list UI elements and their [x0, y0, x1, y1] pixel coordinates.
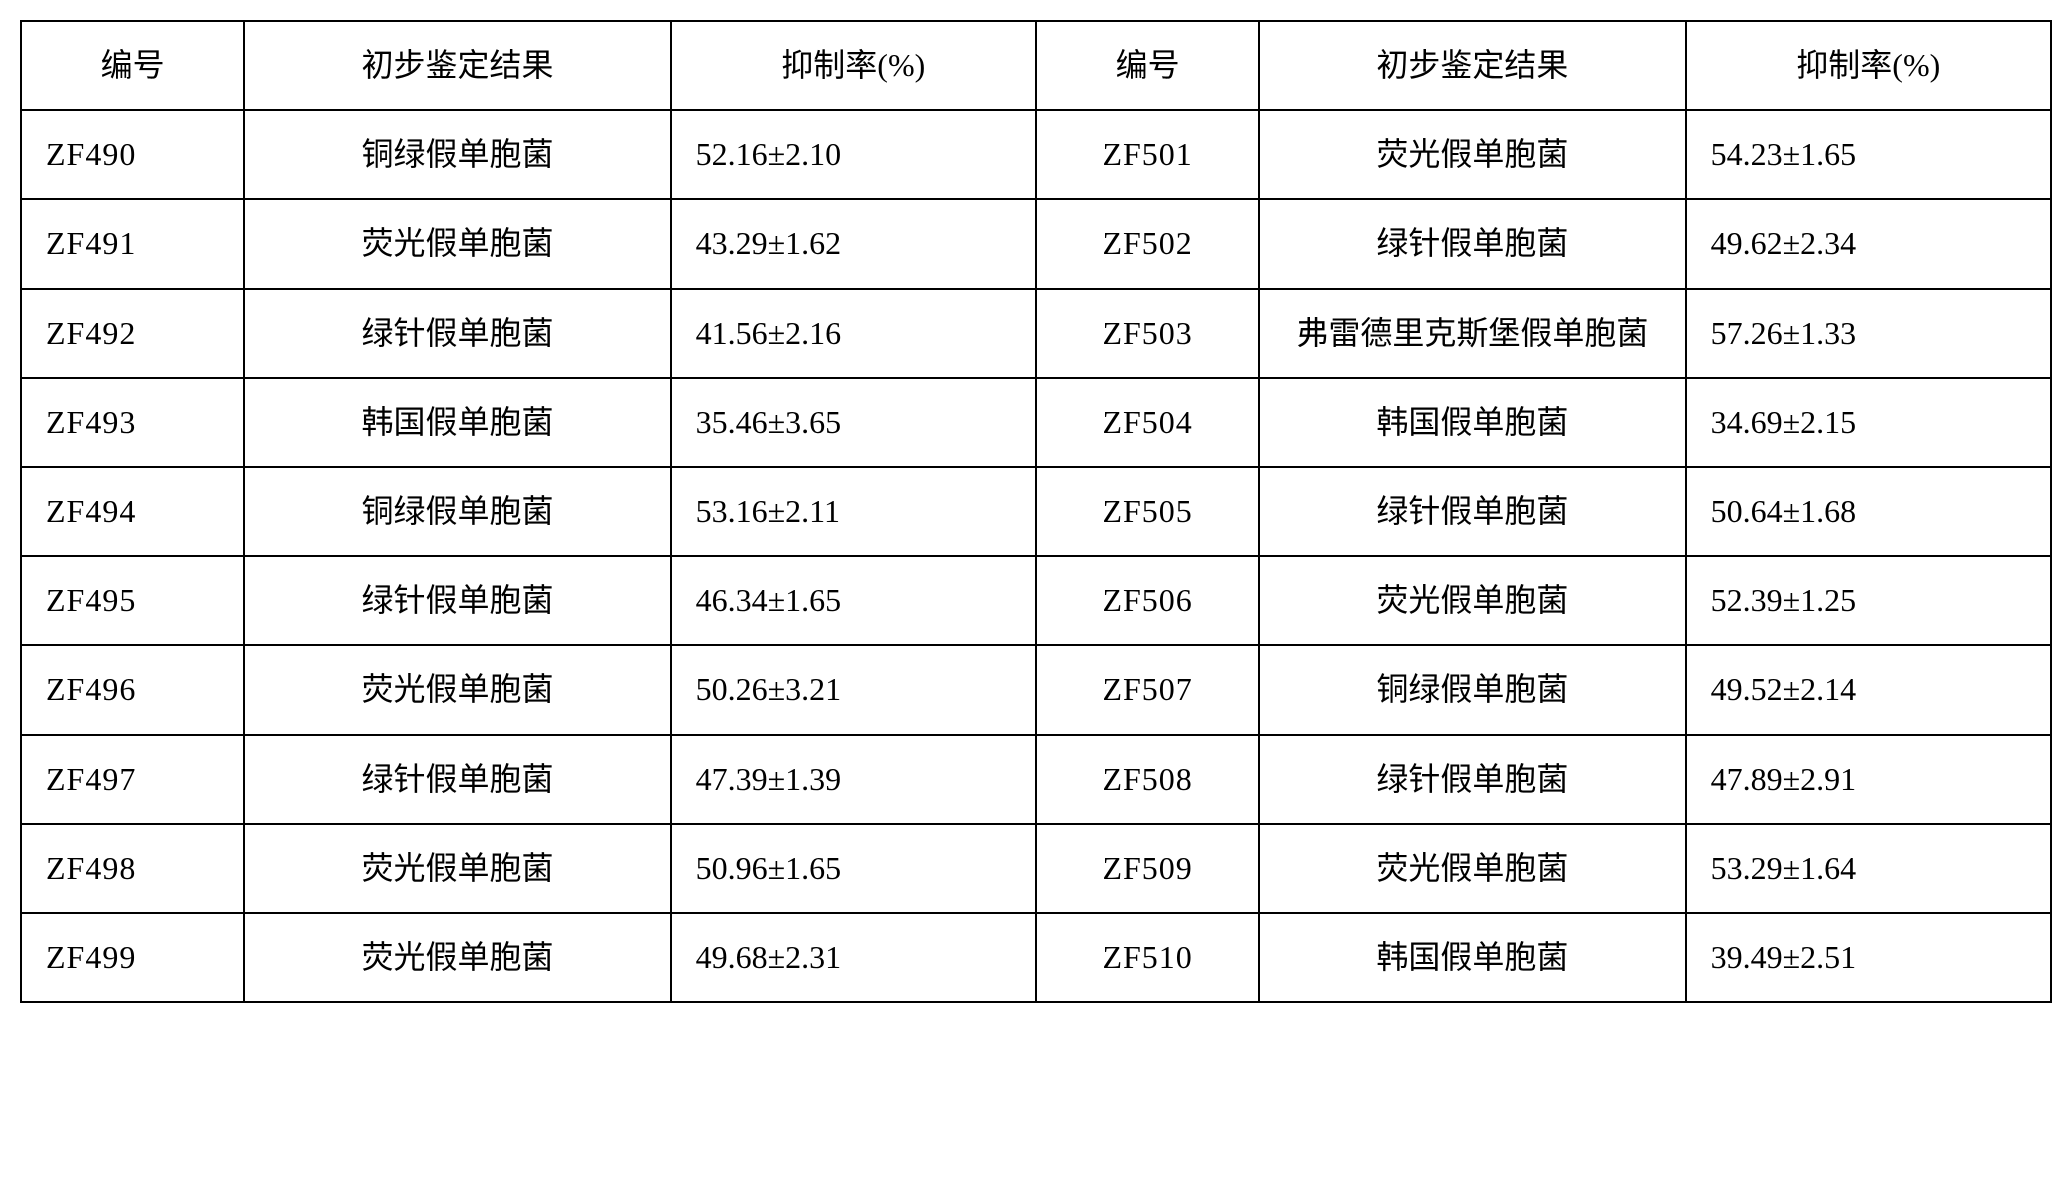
- header-rate-right: 抑制率(%): [1686, 21, 2051, 110]
- cell-id: ZF496: [21, 645, 244, 734]
- cell-result: 韩国假单胞菌: [1259, 913, 1685, 1002]
- cell-rate: 50.96±1.65: [671, 824, 1036, 913]
- header-id-left: 编号: [21, 21, 244, 110]
- cell-rate: 49.52±2.14: [1686, 645, 2051, 734]
- cell-result: 韩国假单胞菌: [244, 378, 670, 467]
- cell-id: ZF493: [21, 378, 244, 467]
- cell-id: ZF503: [1036, 289, 1259, 378]
- cell-result: 荧光假单胞菌: [1259, 556, 1685, 645]
- cell-rate: 53.16±2.11: [671, 467, 1036, 556]
- table-header-row: 编号 初步鉴定结果 抑制率(%) 编号 初步鉴定结果 抑制率(%): [21, 21, 2051, 110]
- cell-result: 铜绿假单胞菌: [244, 110, 670, 199]
- cell-result: 荧光假单胞菌: [244, 824, 670, 913]
- table-row: ZF490 铜绿假单胞菌 52.16±2.10 ZF501 荧光假单胞菌 54.…: [21, 110, 2051, 199]
- cell-result: 荧光假单胞菌: [244, 913, 670, 1002]
- cell-rate: 49.68±2.31: [671, 913, 1036, 1002]
- cell-rate: 53.29±1.64: [1686, 824, 2051, 913]
- cell-id: ZF510: [1036, 913, 1259, 1002]
- cell-rate: 39.49±2.51: [1686, 913, 2051, 1002]
- cell-id: ZF509: [1036, 824, 1259, 913]
- header-result-left: 初步鉴定结果: [244, 21, 670, 110]
- cell-result: 荧光假单胞菌: [1259, 824, 1685, 913]
- table-row: ZF493 韩国假单胞菌 35.46±3.65 ZF504 韩国假单胞菌 34.…: [21, 378, 2051, 467]
- header-result-right: 初步鉴定结果: [1259, 21, 1685, 110]
- cell-id: ZF494: [21, 467, 244, 556]
- table-row: ZF497 绿针假单胞菌 47.39±1.39 ZF508 绿针假单胞菌 47.…: [21, 735, 2051, 824]
- cell-rate: 34.69±2.15: [1686, 378, 2051, 467]
- cell-result: 铜绿假单胞菌: [1259, 645, 1685, 734]
- cell-id: ZF507: [1036, 645, 1259, 734]
- cell-result: 韩国假单胞菌: [1259, 378, 1685, 467]
- cell-id: ZF505: [1036, 467, 1259, 556]
- cell-result: 铜绿假单胞菌: [244, 467, 670, 556]
- cell-result: 荧光假单胞菌: [1259, 110, 1685, 199]
- cell-rate: 49.62±2.34: [1686, 199, 2051, 288]
- cell-rate: 47.39±1.39: [671, 735, 1036, 824]
- cell-result: 绿针假单胞菌: [1259, 199, 1685, 288]
- cell-id: ZF497: [21, 735, 244, 824]
- cell-rate: 46.34±1.65: [671, 556, 1036, 645]
- cell-id: ZF499: [21, 913, 244, 1002]
- cell-id: ZF495: [21, 556, 244, 645]
- header-id-right: 编号: [1036, 21, 1259, 110]
- cell-rate: 41.56±2.16: [671, 289, 1036, 378]
- table-row: ZF496 荧光假单胞菌 50.26±3.21 ZF507 铜绿假单胞菌 49.…: [21, 645, 2051, 734]
- cell-id: ZF502: [1036, 199, 1259, 288]
- cell-result: 绿针假单胞菌: [244, 289, 670, 378]
- cell-result: 荧光假单胞菌: [244, 645, 670, 734]
- table-row: ZF498 荧光假单胞菌 50.96±1.65 ZF509 荧光假单胞菌 53.…: [21, 824, 2051, 913]
- table-row: ZF494 铜绿假单胞菌 53.16±2.11 ZF505 绿针假单胞菌 50.…: [21, 467, 2051, 556]
- cell-id: ZF498: [21, 824, 244, 913]
- table-body: ZF490 铜绿假单胞菌 52.16±2.10 ZF501 荧光假单胞菌 54.…: [21, 110, 2051, 1002]
- cell-rate: 47.89±2.91: [1686, 735, 2051, 824]
- cell-result: 荧光假单胞菌: [244, 199, 670, 288]
- table-row: ZF495 绿针假单胞菌 46.34±1.65 ZF506 荧光假单胞菌 52.…: [21, 556, 2051, 645]
- cell-rate: 52.16±2.10: [671, 110, 1036, 199]
- cell-id: ZF501: [1036, 110, 1259, 199]
- cell-result: 绿针假单胞菌: [1259, 467, 1685, 556]
- cell-id: ZF490: [21, 110, 244, 199]
- cell-id: ZF506: [1036, 556, 1259, 645]
- bacteria-inhibition-table: 编号 初步鉴定结果 抑制率(%) 编号 初步鉴定结果 抑制率(%) ZF490 …: [20, 20, 2052, 1003]
- cell-result: 弗雷德里克斯堡假单胞菌: [1259, 289, 1685, 378]
- cell-rate: 35.46±3.65: [671, 378, 1036, 467]
- cell-rate: 57.26±1.33: [1686, 289, 2051, 378]
- cell-result: 绿针假单胞菌: [244, 556, 670, 645]
- cell-id: ZF491: [21, 199, 244, 288]
- cell-id: ZF508: [1036, 735, 1259, 824]
- cell-rate: 50.64±1.68: [1686, 467, 2051, 556]
- table-row: ZF492 绿针假单胞菌 41.56±2.16 ZF503 弗雷德里克斯堡假单胞…: [21, 289, 2051, 378]
- cell-result: 绿针假单胞菌: [1259, 735, 1685, 824]
- cell-rate: 43.29±1.62: [671, 199, 1036, 288]
- header-rate-left: 抑制率(%): [671, 21, 1036, 110]
- table-row: ZF491 荧光假单胞菌 43.29±1.62 ZF502 绿针假单胞菌 49.…: [21, 199, 2051, 288]
- cell-rate: 52.39±1.25: [1686, 556, 2051, 645]
- cell-result: 绿针假单胞菌: [244, 735, 670, 824]
- cell-id: ZF504: [1036, 378, 1259, 467]
- table-row: ZF499 荧光假单胞菌 49.68±2.31 ZF510 韩国假单胞菌 39.…: [21, 913, 2051, 1002]
- cell-id: ZF492: [21, 289, 244, 378]
- cell-rate: 54.23±1.65: [1686, 110, 2051, 199]
- cell-rate: 50.26±3.21: [671, 645, 1036, 734]
